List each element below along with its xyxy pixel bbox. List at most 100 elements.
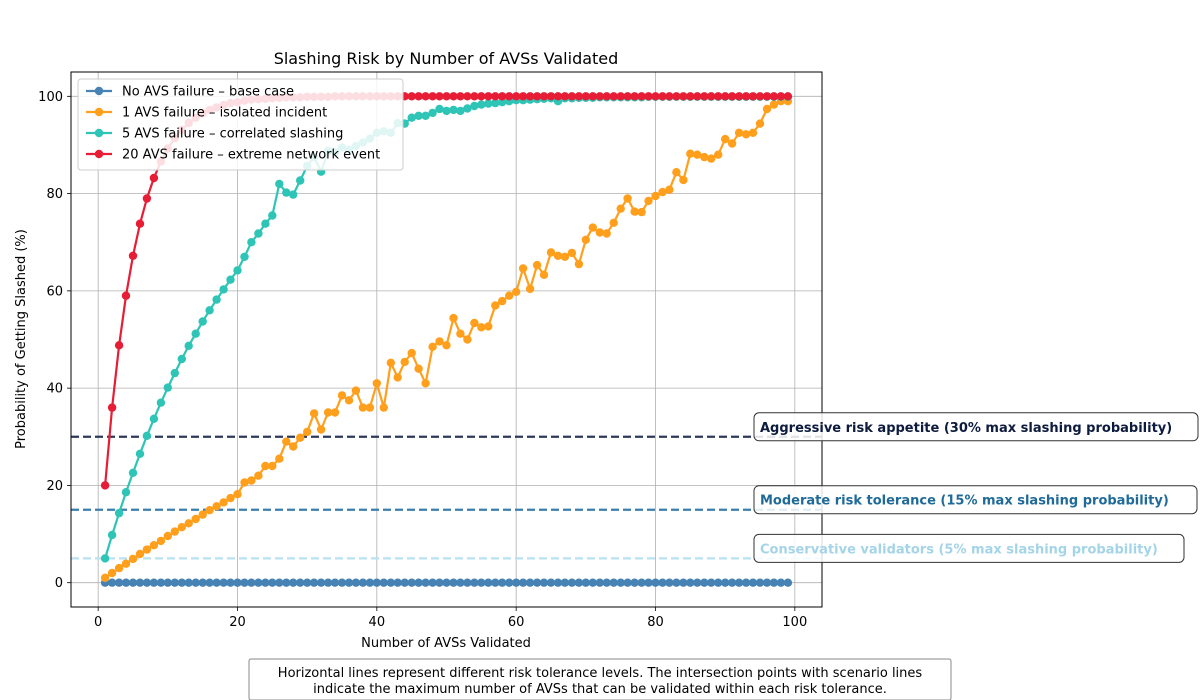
data-point — [748, 92, 758, 101]
data-point — [142, 431, 152, 440]
data-point — [121, 578, 131, 587]
data-point — [316, 425, 326, 434]
reference-labels: Aggressive risk appetite (30% max slashi… — [753, 412, 1199, 563]
data-point — [449, 313, 458, 323]
data-point — [491, 301, 500, 310]
data-point — [156, 398, 166, 407]
data-point — [637, 92, 646, 101]
legend-box — [77, 78, 404, 171]
data-point — [477, 323, 486, 332]
x-tick-label: 80 — [647, 615, 664, 630]
data-point — [372, 379, 381, 388]
data-point — [379, 403, 388, 412]
legend-marker — [94, 86, 104, 96]
data-point — [449, 105, 458, 115]
data-point — [707, 92, 716, 101]
data-point — [177, 578, 186, 587]
data-point — [400, 578, 409, 587]
data-point — [714, 578, 723, 587]
y-tick-label: 100 — [38, 90, 63, 105]
data-point — [107, 530, 117, 540]
data-point — [337, 391, 347, 400]
data-point — [233, 578, 242, 587]
data-point — [525, 578, 535, 587]
data-point — [741, 130, 751, 139]
chart-title: Slashing Risk by Number of AVSs Validate… — [274, 49, 619, 68]
data-point — [372, 578, 381, 587]
data-point — [498, 98, 507, 107]
x-axis-label: Number of AVSs Validated — [361, 636, 531, 651]
data-point — [505, 291, 514, 300]
y-tick-label: 80 — [46, 187, 63, 202]
data-point — [219, 578, 228, 587]
data-point — [184, 519, 193, 528]
data-point — [330, 578, 340, 587]
data-point — [212, 502, 221, 511]
data-point — [358, 578, 368, 587]
data-point — [630, 578, 639, 587]
data-point — [351, 578, 361, 587]
data-point — [268, 578, 277, 587]
data-point — [567, 578, 577, 587]
data-point — [268, 461, 277, 471]
data-point — [128, 578, 138, 587]
data-point — [219, 498, 228, 507]
data-point — [407, 92, 416, 101]
data-point — [435, 92, 444, 101]
data-point — [442, 578, 451, 587]
data-point — [247, 578, 256, 587]
data-point — [518, 264, 528, 273]
data-point — [121, 559, 131, 568]
data-point — [512, 287, 521, 296]
data-point — [407, 113, 416, 122]
data-point — [658, 92, 667, 101]
data-point — [560, 92, 570, 101]
data-point — [602, 578, 611, 587]
data-point — [442, 106, 451, 116]
data-point — [170, 368, 179, 378]
data-point — [463, 92, 472, 101]
data-point — [734, 128, 744, 137]
data-point — [289, 190, 298, 199]
data-point — [100, 481, 110, 490]
legend-label: 1 AVS failure – isolated incident — [122, 106, 327, 121]
data-point — [191, 578, 200, 587]
data-point — [149, 414, 159, 423]
data-point — [261, 461, 270, 471]
data-point — [421, 578, 430, 587]
data-point — [142, 578, 152, 587]
data-point — [442, 92, 451, 101]
data-point — [205, 578, 214, 587]
data-point — [296, 433, 305, 442]
data-point — [498, 92, 507, 101]
data-point — [226, 275, 235, 284]
data-point — [254, 578, 263, 587]
data-point — [421, 379, 430, 388]
data-point — [693, 92, 702, 101]
data-point — [693, 578, 702, 587]
data-point — [567, 248, 577, 258]
data-point — [240, 252, 249, 261]
data-point — [484, 92, 493, 101]
data-point — [491, 98, 500, 108]
data-point — [679, 92, 688, 101]
reference-label: Conservative validators (5% max slashing… — [760, 542, 1158, 557]
data-point — [393, 373, 402, 382]
data-point — [149, 173, 159, 183]
data-point — [449, 578, 458, 587]
data-point — [539, 92, 549, 101]
data-point — [463, 335, 472, 344]
data-point — [560, 578, 570, 587]
data-point — [783, 92, 793, 101]
data-point — [163, 578, 172, 587]
data-point — [184, 578, 193, 587]
data-point — [386, 358, 395, 367]
data-point — [309, 409, 319, 418]
data-point — [686, 578, 695, 587]
data-point — [665, 578, 674, 587]
data-point — [776, 92, 786, 101]
legend-label: 20 AVS failure – extreme network event — [122, 148, 380, 163]
data-point — [539, 270, 549, 279]
data-point — [156, 536, 166, 546]
